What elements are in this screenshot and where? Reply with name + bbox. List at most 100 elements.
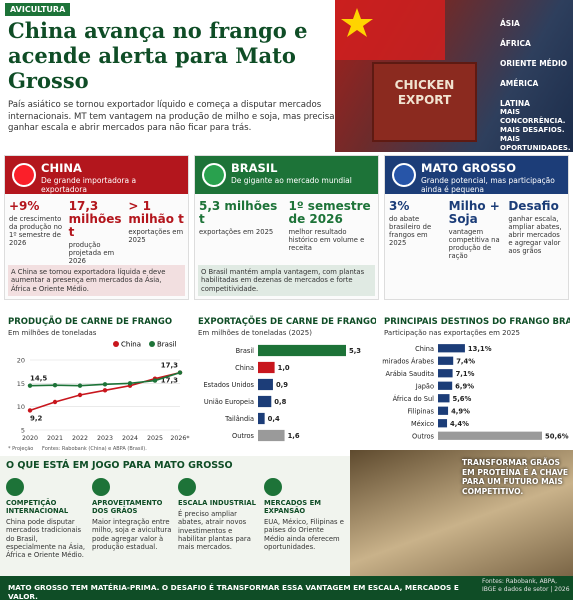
category-label: China [415, 345, 434, 353]
data-point [77, 383, 83, 388]
stat: Milho + Soja vantagem competitiva na prod… [448, 200, 505, 261]
value-label: 5,3 [349, 347, 361, 355]
chart-note: * Projeção [8, 446, 33, 452]
flag-illustration [335, 0, 445, 60]
subtitle: País asiático se tornou exportador líqui… [8, 100, 335, 133]
container-label: CHICKEN EXPORT [372, 62, 477, 142]
data-point [102, 382, 108, 387]
footer-text: MATO GROSSO TEM MATÉRIA-PRIMA. O DESAFIO… [8, 583, 459, 600]
impact-item: COMPETIÇÃO INTERNACIONAL China pode dispu… [6, 478, 86, 573]
market: ÁSIA [500, 19, 520, 28]
chart-note: Fontes: Rabobank (China) e ABPA (Brasil)… [42, 446, 147, 452]
category-label: México [411, 420, 434, 428]
stat: +9% de crescimento da produção no 1º seme… [9, 200, 65, 265]
value-label: 0,9 [276, 381, 288, 389]
x-tick-label: 2026* [170, 435, 189, 442]
chart-subtitle: Em milhões de toneladas (2025) [198, 329, 312, 337]
value-label: 1,6 [288, 432, 300, 440]
bar [438, 369, 453, 378]
value-label: 4,9% [451, 407, 470, 415]
category-label: Emirados Árabes [382, 356, 435, 365]
value-label: 17,3 [161, 362, 178, 370]
stat-desc: exportações em 2025 [199, 228, 274, 236]
stat: 5,3 milhões t exportações em 2025 [199, 200, 285, 252]
panel: BRASIL De gigante ao mercado mundial 5,3 m… [194, 155, 379, 300]
flag-icon [392, 163, 416, 187]
impact-icon [92, 478, 110, 496]
stat-value: 5,3 milhões t [199, 199, 278, 226]
stat: 1º semestre de 2026 melhor resultado hist… [288, 200, 375, 253]
stat-desc: vantagem competitiva na produção de raçã… [448, 228, 500, 260]
category-label: Outros [232, 432, 255, 440]
data-point [52, 383, 58, 388]
footer [0, 576, 573, 600]
bar [258, 429, 285, 442]
impact-item-title: ESCALA INDUSTRIAL [178, 499, 257, 507]
stat: Desafio ganhar escala, ampliar abates, ab… [508, 200, 564, 260]
stat: 17,3 milhões t produção projetada em 2026 [68, 199, 125, 266]
panel-title: CHINA [41, 161, 82, 175]
panel: CHINA De grande importadora a exportadora… [4, 155, 189, 300]
stat-value: 3% [389, 199, 410, 213]
stat-desc: melhor resultado histórico em volume e r… [288, 228, 365, 252]
category-label: Arábia Saudita [386, 370, 434, 378]
x-tick-label: 2020 [22, 435, 38, 442]
stat-desc: ganhar escala, ampliar abates, abrir mer… [508, 215, 562, 255]
section-tag: AVICULTURA [5, 3, 71, 16]
data-point [27, 383, 33, 388]
impact-icon [264, 478, 282, 496]
value-label: 14,5 [30, 375, 47, 383]
value-label: 0,4 [268, 415, 280, 423]
panel-header: BRASIL De gigante ao mercado mundial [195, 156, 378, 194]
x-tick-label: 2021 [47, 435, 63, 442]
stat-desc: produção projetada em 2026 [68, 241, 115, 265]
value-label: 13,1% [468, 345, 492, 353]
value-label: 6,9% [455, 382, 474, 390]
panel-subtitle: Grande potencial, mas participação ainda… [421, 176, 555, 194]
stat-desc: de crescimento da produção no 1º semestr… [9, 215, 63, 247]
stat-value: 17,3 milhões t [68, 199, 122, 239]
slogan: MAIS CONCORRÊNCIA. MAIS DESAFIOS. MAIS O… [500, 108, 571, 152]
impact-item-title: MERCADOS EM EXPANSÃO [264, 499, 321, 515]
category-label: Estados Unidos [204, 381, 255, 389]
stat-desc: exportações em 2025 [128, 228, 184, 244]
y-tick-label: 15 [17, 380, 25, 388]
panel-header: CHINA De grande importadora a exportadora [5, 156, 188, 194]
impact-item-text: China pode disputar mercados tradicionai… [6, 518, 86, 560]
impact-item-text: É preciso ampliar abates, atrair novos i… [178, 510, 251, 552]
impact-item: APROVEITAMENTO DOS GRÃOS Maior integração… [92, 478, 172, 573]
bar [438, 394, 450, 403]
data-point [27, 408, 33, 413]
bar [438, 344, 465, 353]
impact-item-text: EUA, México, Filipinas e países do Orien… [264, 518, 344, 551]
legend-swatch [149, 341, 155, 347]
category-label: Outros [412, 432, 435, 440]
impact-item-text: Maior integração entre milho, soja e avi… [92, 518, 172, 551]
market: ÁFRICA [500, 39, 531, 48]
x-tick-label: 2025 [147, 435, 163, 442]
category-label: Brasil [236, 347, 255, 355]
stat-desc: do abate brasileiro de frangos em 2025 [389, 215, 432, 247]
value-label: 7,4% [456, 357, 475, 365]
panel-note: O Brasil mantém ampla vantagem, com plan… [198, 265, 375, 296]
category-label: Japão [415, 382, 434, 390]
category-label: Filipinas [408, 407, 435, 415]
farm-photo [350, 450, 573, 576]
impact-section [0, 456, 350, 576]
y-tick-label: 5 [21, 427, 25, 435]
footer-sources: Fontes: Rabobank, ABPA, IBGE e dados de … [482, 578, 570, 593]
market-list: ÁSIA ÁFRICA ORIENTE MÉDIO AMÉRICA LATINA [500, 14, 570, 114]
stat: 3% do abate brasileiro de frangos em 2025 [389, 200, 445, 260]
impact-item: ESCALA INDUSTRIAL É preciso ampliar abate… [178, 478, 258, 573]
panel-title: MATO GROSSO [421, 161, 516, 175]
chart-title: EXPORTAÇÕES DE CARNE DE FRANGO [198, 315, 376, 327]
y-tick-label: 20 [17, 357, 25, 365]
category-label: China [235, 364, 254, 372]
bar [438, 381, 453, 390]
bar [438, 356, 454, 365]
category-label: União Europeia [204, 398, 254, 406]
legend-label: China [121, 341, 141, 349]
bar [258, 344, 346, 357]
line-chart: PRODUÇÃO DE CARNE DE FRANGO Em milhões de… [8, 316, 190, 452]
value-label: 9,2 [30, 414, 43, 422]
